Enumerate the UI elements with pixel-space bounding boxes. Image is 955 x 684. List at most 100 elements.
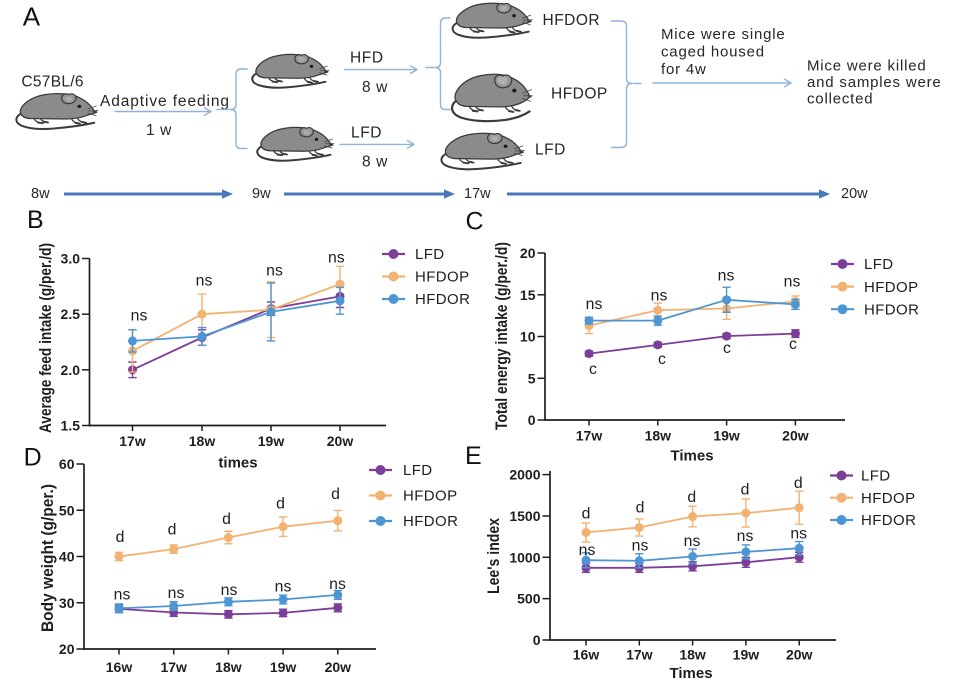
svg-text:HFDOP: HFDOP bbox=[861, 490, 916, 507]
svg-text:HFD: HFD bbox=[350, 50, 384, 67]
svg-text:HFDOR: HFDOR bbox=[543, 12, 601, 29]
svg-text:19w: 19w bbox=[270, 659, 297, 675]
svg-text:2.0: 2.0 bbox=[61, 362, 81, 378]
svg-text:17w: 17w bbox=[626, 647, 653, 663]
svg-text:18w: 18w bbox=[679, 647, 706, 663]
svg-text:B: B bbox=[27, 206, 44, 234]
svg-text:ns: ns bbox=[586, 296, 603, 313]
svg-text:LFD: LFD bbox=[535, 142, 566, 159]
svg-text:Average feed intake (g/per./d): Average feed intake (g/per./d) bbox=[36, 243, 55, 433]
svg-text:1 w: 1 w bbox=[146, 122, 172, 139]
svg-text:ns: ns bbox=[196, 273, 213, 290]
svg-text:20w: 20w bbox=[782, 428, 809, 444]
svg-text:Body weight (g/per.): Body weight (g/per.) bbox=[38, 484, 57, 632]
svg-text:d: d bbox=[168, 522, 177, 539]
svg-text:20w: 20w bbox=[327, 433, 354, 449]
svg-text:15: 15 bbox=[520, 287, 536, 303]
svg-text:16w: 16w bbox=[573, 647, 600, 663]
svg-text:d: d bbox=[741, 482, 750, 499]
svg-text:ns: ns bbox=[632, 538, 649, 555]
svg-text:Times: Times bbox=[670, 448, 713, 465]
svg-text:ns: ns bbox=[114, 587, 131, 604]
svg-text:LFD: LFD bbox=[861, 468, 891, 485]
svg-text:20: 20 bbox=[520, 245, 536, 261]
svg-text:LFD: LFD bbox=[415, 246, 445, 263]
svg-text:60: 60 bbox=[59, 456, 75, 472]
svg-text:C57BL/6: C57BL/6 bbox=[21, 73, 83, 90]
svg-text:8w: 8w bbox=[31, 186, 50, 202]
svg-text:18w: 18w bbox=[189, 433, 216, 449]
svg-text:10: 10 bbox=[520, 329, 536, 345]
svg-text:d: d bbox=[276, 496, 285, 513]
svg-text:ns: ns bbox=[329, 576, 346, 593]
svg-text:Mice were killed: Mice were killed bbox=[807, 58, 927, 75]
svg-text:and samples were: and samples were bbox=[807, 74, 942, 91]
svg-text:1.5: 1.5 bbox=[61, 418, 81, 434]
svg-text:50: 50 bbox=[59, 502, 75, 518]
svg-text:d: d bbox=[222, 511, 231, 528]
svg-text:2.5: 2.5 bbox=[61, 306, 81, 322]
svg-text:Lee's index: Lee's index bbox=[484, 518, 503, 594]
svg-text:20: 20 bbox=[59, 641, 75, 657]
svg-text:c: c bbox=[789, 336, 797, 353]
svg-text:17w: 17w bbox=[119, 433, 146, 449]
svg-text:c: c bbox=[589, 361, 597, 378]
svg-text:ns: ns bbox=[266, 262, 283, 279]
svg-text:0: 0 bbox=[528, 412, 536, 428]
svg-text:40: 40 bbox=[59, 549, 75, 565]
svg-text:HFDOR: HFDOR bbox=[403, 513, 458, 530]
svg-text:LFD: LFD bbox=[403, 462, 433, 479]
svg-text:LFD: LFD bbox=[351, 124, 382, 141]
svg-text:E: E bbox=[465, 442, 482, 470]
svg-text:d: d bbox=[794, 475, 803, 492]
svg-text:D: D bbox=[24, 444, 42, 472]
svg-text:ns: ns bbox=[168, 585, 185, 602]
svg-text:ns: ns bbox=[131, 308, 148, 325]
svg-text:1500: 1500 bbox=[509, 508, 540, 524]
svg-text:18w: 18w bbox=[215, 659, 242, 675]
svg-text:c: c bbox=[723, 340, 731, 357]
svg-text:ns: ns bbox=[275, 579, 292, 596]
svg-text:20w: 20w bbox=[786, 647, 813, 663]
svg-text:d: d bbox=[331, 486, 340, 503]
svg-text:caged housed: caged housed bbox=[661, 44, 765, 61]
svg-text:c: c bbox=[658, 351, 666, 368]
svg-text:8 w: 8 w bbox=[362, 154, 388, 171]
svg-text:18w: 18w bbox=[645, 428, 672, 444]
svg-text:0: 0 bbox=[533, 632, 541, 648]
svg-text:HFDOR: HFDOR bbox=[415, 291, 470, 308]
svg-text:ns: ns bbox=[579, 542, 596, 559]
svg-text:times: times bbox=[218, 455, 257, 472]
svg-text:ns: ns bbox=[651, 288, 668, 305]
svg-text:16w: 16w bbox=[106, 659, 133, 675]
svg-text:1000: 1000 bbox=[509, 549, 540, 565]
svg-text:20w: 20w bbox=[325, 659, 352, 675]
svg-text:HFDOP: HFDOP bbox=[551, 86, 608, 103]
svg-text:HFDOR: HFDOR bbox=[864, 301, 919, 318]
svg-text:ns: ns bbox=[737, 528, 754, 545]
svg-text:ns: ns bbox=[328, 250, 345, 267]
svg-text:ns: ns bbox=[790, 526, 807, 543]
svg-text:for 4w: for 4w bbox=[661, 61, 707, 78]
svg-text:d: d bbox=[636, 500, 645, 517]
svg-text:ns: ns bbox=[784, 274, 801, 291]
svg-text:Times: Times bbox=[669, 665, 712, 682]
svg-text:d: d bbox=[582, 506, 591, 523]
svg-text:8 w: 8 w bbox=[362, 79, 388, 96]
svg-text:20w: 20w bbox=[841, 186, 868, 202]
svg-text:LFD: LFD bbox=[864, 256, 894, 273]
svg-text:9w: 9w bbox=[252, 186, 271, 202]
svg-text:collected: collected bbox=[807, 91, 873, 108]
svg-text:19w: 19w bbox=[258, 433, 285, 449]
svg-text:d: d bbox=[116, 529, 125, 546]
svg-text:HFDOP: HFDOP bbox=[864, 279, 919, 296]
svg-text:d: d bbox=[687, 489, 696, 506]
svg-text:30: 30 bbox=[59, 595, 75, 611]
svg-text:HFDOR: HFDOR bbox=[861, 512, 916, 529]
svg-text:Adaptive feeding: Adaptive feeding bbox=[100, 93, 230, 110]
svg-text:Total energy intake (g/per./d): Total energy intake (g/per./d) bbox=[492, 242, 511, 430]
svg-text:A: A bbox=[23, 2, 41, 32]
svg-text:Mice were single: Mice were single bbox=[661, 26, 786, 43]
svg-text:500: 500 bbox=[517, 591, 541, 607]
svg-text:17w: 17w bbox=[576, 428, 603, 444]
